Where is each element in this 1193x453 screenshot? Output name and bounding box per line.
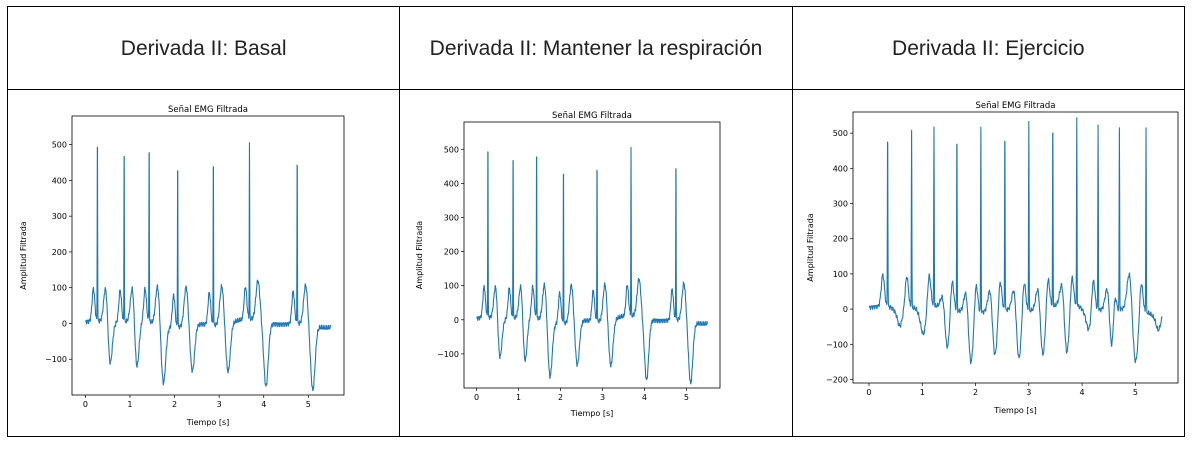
y-tick-label: 400 — [52, 176, 67, 185]
x-tick-label: 3 — [1026, 388, 1031, 397]
y-tick-label: 300 — [832, 200, 847, 209]
chart-title: Señal EMG Filtrada — [168, 105, 248, 115]
x-tick-label: 0 — [866, 388, 871, 397]
y-tick-label: 200 — [52, 248, 67, 257]
x-tick-label: 1 — [127, 400, 132, 409]
y-tick-label: 100 — [832, 270, 847, 279]
y-tick-label: 100 — [444, 282, 459, 291]
x-tick-label: 5 — [1132, 388, 1137, 397]
header-mantener-respiracion: Derivada II: Mantener la respiración — [399, 6, 793, 90]
x-axis-label: Tiempo [s] — [186, 418, 230, 427]
plot-cell-ejercicio: Señal EMG Filtrada 0 1 2 3 4 5 −200 −100 0 100 200 3… — [791, 89, 1186, 437]
x-tick-label: 3 — [600, 393, 605, 402]
y-tick-label: 0 — [62, 319, 67, 328]
x-tick-label: 5 — [306, 400, 311, 409]
x-tick-label: 2 — [973, 388, 978, 397]
chart-title: Señal EMG Filtrada — [975, 101, 1055, 111]
y-tick-label: 100 — [52, 284, 67, 293]
x-tick-label: 2 — [558, 393, 563, 402]
y-tick-label: 0 — [843, 305, 848, 314]
x-axis-label: Tiempo [s] — [570, 409, 614, 418]
emg-chart-ejercicio: Señal EMG Filtrada 0 1 2 3 4 5 −200 −100 0 100 200 3… — [806, 101, 1179, 415]
y-tick-label: 500 — [444, 145, 459, 154]
x-tick-label: 4 — [642, 393, 647, 402]
header-ejercicio: Derivada II: Ejercicio — [791, 6, 1186, 90]
plot-row: Señal EMG Filtrada 0 1 2 3 4 5 −100 0 100 200 300 40… — [6, 89, 1186, 437]
x-tick-label: 0 — [83, 400, 88, 409]
x-tick-label: 2 — [172, 400, 177, 409]
y-tick-label: 200 — [832, 235, 847, 244]
x-tick-label: 4 — [261, 400, 266, 409]
header-basal: Derivada II: Basal — [6, 6, 401, 90]
x-tick-label: 5 — [684, 393, 689, 402]
x-axis-label: Tiempo [s] — [993, 406, 1037, 415]
emg-series-line — [84, 142, 332, 392]
y-axis-label: Amplitud Filtrada — [806, 213, 815, 281]
x-tick-label: 4 — [1079, 388, 1084, 397]
y-tick-label: −100 — [826, 340, 848, 349]
y-tick-label: 300 — [444, 213, 459, 222]
y-tick-label: −100 — [45, 355, 67, 364]
y-tick-label: 200 — [444, 248, 459, 257]
plot-cell-mantener-respiracion: Señal EMG Filtrada 0 1 2 3 4 5 −100 0 100 200 300 40… — [399, 89, 793, 437]
x-tick-label: 1 — [516, 393, 521, 402]
y-tick-label: 500 — [52, 141, 67, 150]
plot-cell-basal: Señal EMG Filtrada 0 1 2 3 4 5 −100 0 100 200 300 40… — [6, 89, 401, 437]
emg-series-line — [868, 117, 1163, 365]
y-tick-label: 500 — [832, 129, 847, 138]
y-tick-label: −100 — [437, 350, 459, 359]
x-tick-label: 1 — [919, 388, 924, 397]
header-row: Derivada II: Basal Derivada II: Mantener… — [6, 6, 1186, 90]
plot-frame — [852, 111, 1179, 384]
plot-frame — [71, 115, 345, 396]
emg-chart-basal: Señal EMG Filtrada 0 1 2 3 4 5 −100 0 100 200 300 40… — [19, 105, 345, 427]
y-tick-label: −200 — [826, 375, 848, 384]
y-tick-label: 400 — [444, 179, 459, 188]
x-tick-label: 3 — [217, 400, 222, 409]
emg-chart-mantener-respiracion: Señal EMG Filtrada 0 1 2 3 4 5 −100 0 100 200 300 40… — [415, 111, 721, 418]
chart-title: Señal EMG Filtrada — [552, 111, 632, 121]
y-axis-label: Amplitud Filtrada — [415, 221, 424, 289]
y-tick-label: 400 — [832, 164, 847, 173]
y-tick-label: 300 — [52, 212, 67, 221]
plot-frame — [463, 121, 721, 389]
y-tick-label: 0 — [454, 316, 459, 325]
x-tick-label: 0 — [474, 393, 479, 402]
emg-series-line — [476, 146, 709, 385]
y-axis-label: Amplitud Filtrada — [19, 221, 28, 289]
comparison-table: Derivada II: Basal Derivada II: Mantener… — [6, 6, 1186, 437]
